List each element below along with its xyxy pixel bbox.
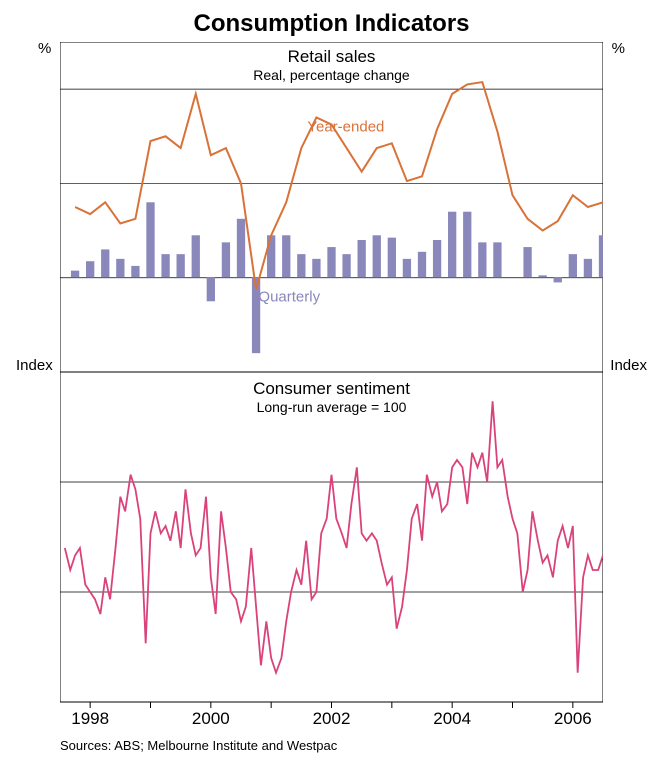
svg-text:2000: 2000 [192, 709, 230, 728]
chart-svg: 004488Year-endedQuarterlyRetail salesRea… [60, 42, 603, 732]
chart-container: Consumption Indicators % % Index Index 0… [0, 0, 663, 770]
svg-text:2002: 2002 [313, 709, 351, 728]
svg-text:Consumer sentiment: Consumer sentiment [253, 379, 410, 398]
svg-text:Retail sales: Retail sales [288, 47, 376, 66]
panel1-unit-left: % [38, 40, 51, 57]
panel1-unit-right: % [612, 40, 625, 57]
svg-text:Quarterly: Quarterly [258, 288, 320, 305]
main-title: Consumption Indicators [15, 10, 648, 38]
svg-text:1998: 1998 [71, 709, 109, 728]
svg-text:2006: 2006 [554, 709, 592, 728]
panel2-unit-left: Index [16, 357, 53, 374]
panel2-unit-right: Index [610, 357, 647, 374]
svg-text:Long-run average = 100: Long-run average = 100 [257, 399, 407, 415]
sources-text: Sources: ABS; Melbourne Institute and We… [60, 738, 648, 753]
svg-text:2004: 2004 [433, 709, 471, 728]
svg-text:Year-ended: Year-ended [307, 119, 384, 136]
svg-text:Real, percentage change: Real, percentage change [253, 67, 410, 83]
